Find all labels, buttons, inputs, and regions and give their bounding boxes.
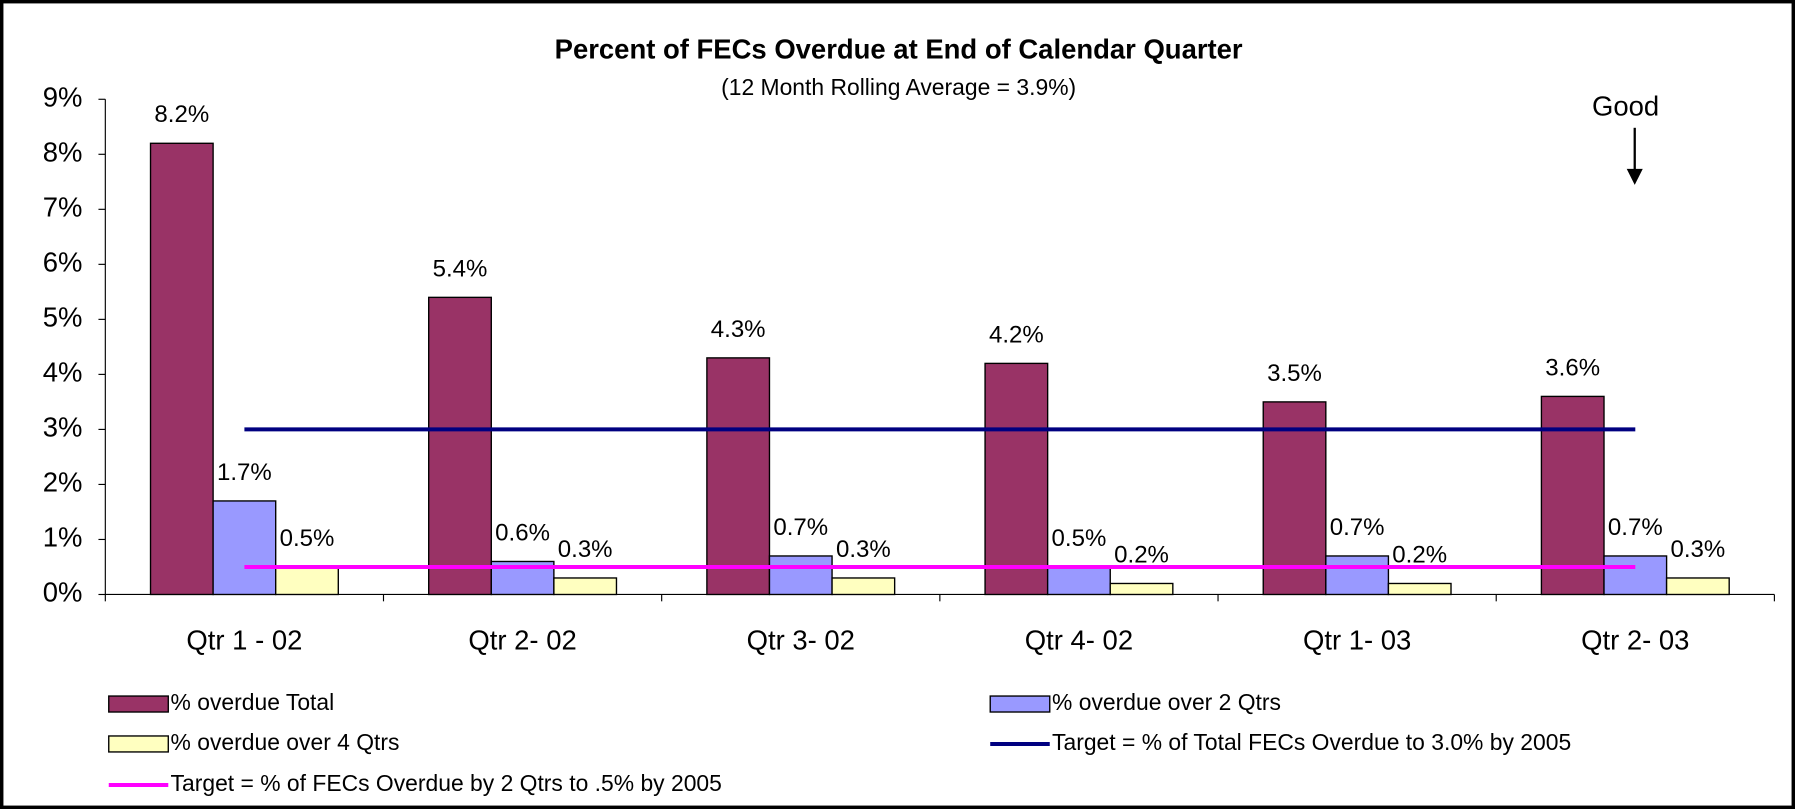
legend-label: Target = % of Total FECs Overdue to 3.0%… <box>1052 729 1571 755</box>
bar <box>1046 566 1111 596</box>
legend-label: Target = % of FECs Overdue by 2 Qtrs to … <box>171 770 722 796</box>
legend-swatch <box>108 735 169 753</box>
bar <box>1109 582 1174 596</box>
y-tick-label: 9% <box>43 82 83 113</box>
x-tick-label: Qtr 3- 02 <box>747 625 855 656</box>
y-tick-label: 4% <box>43 357 83 388</box>
bar <box>553 577 618 596</box>
value-label: 0.7% <box>773 514 828 541</box>
value-label: 0.3% <box>1670 536 1725 563</box>
y-tick-label: 5% <box>43 302 83 333</box>
value-label: 3.6% <box>1545 354 1600 381</box>
bar <box>1540 395 1605 596</box>
value-label: 0.6% <box>495 519 550 546</box>
legend-label: % overdue Total <box>171 689 335 715</box>
value-label: 0.2% <box>1114 541 1169 568</box>
y-tick-label: 1% <box>43 522 83 553</box>
value-label: 0.7% <box>1330 514 1385 541</box>
x-tick-label: Qtr 1- 03 <box>1303 625 1411 656</box>
legend-label: % overdue over 2 Qtrs <box>1052 689 1281 715</box>
legend-swatch <box>989 695 1051 713</box>
bar <box>275 566 339 596</box>
bar <box>768 555 833 596</box>
value-label: 4.3% <box>711 316 766 343</box>
annotation: Good <box>1592 91 1659 122</box>
bar <box>706 357 771 596</box>
bar <box>831 577 896 596</box>
bar <box>149 142 214 596</box>
legend-swatch <box>108 695 169 713</box>
x-tick-label: Qtr 2- 03 <box>1581 625 1689 656</box>
bar <box>212 500 277 596</box>
chart-subtitle: (12 Month Rolling Average = 3.9%) <box>721 74 1076 100</box>
value-label: 5.4% <box>433 255 488 282</box>
y-tick-label: 3% <box>43 412 83 443</box>
bar <box>1603 555 1668 596</box>
value-label: 0.7% <box>1608 514 1663 541</box>
legend-label: % overdue over 4 Qtrs <box>171 729 400 755</box>
bar <box>1387 582 1452 596</box>
bar <box>1262 401 1327 596</box>
value-label: 4.2% <box>989 321 1044 348</box>
value-label: 0.5% <box>1052 525 1107 552</box>
value-label: 0.3% <box>558 536 613 563</box>
bar <box>428 296 492 596</box>
bar <box>1325 555 1390 596</box>
value-label: 1.7% <box>217 459 272 486</box>
x-tick-label: Qtr 4- 02 <box>1025 625 1133 656</box>
y-tick-label: 7% <box>43 192 83 223</box>
value-label: 0.5% <box>280 525 335 552</box>
y-tick-label: 2% <box>43 467 83 498</box>
y-tick-label: 0% <box>43 577 83 608</box>
chart-title: Percent of FECs Overdue at End of Calend… <box>555 34 1243 65</box>
value-label: 0.3% <box>836 536 891 563</box>
y-tick-label: 8% <box>43 137 83 168</box>
bar <box>984 362 1049 596</box>
annotation-arrowhead <box>1626 168 1643 185</box>
value-label: 3.5% <box>1267 360 1322 387</box>
x-tick-label: Qtr 1 - 02 <box>186 625 302 656</box>
x-tick-label: Qtr 2- 02 <box>468 625 576 656</box>
y-tick-label: 6% <box>43 247 83 278</box>
value-label: 0.2% <box>1392 541 1447 568</box>
bar <box>1665 577 1730 596</box>
value-label: 8.2% <box>154 101 209 128</box>
